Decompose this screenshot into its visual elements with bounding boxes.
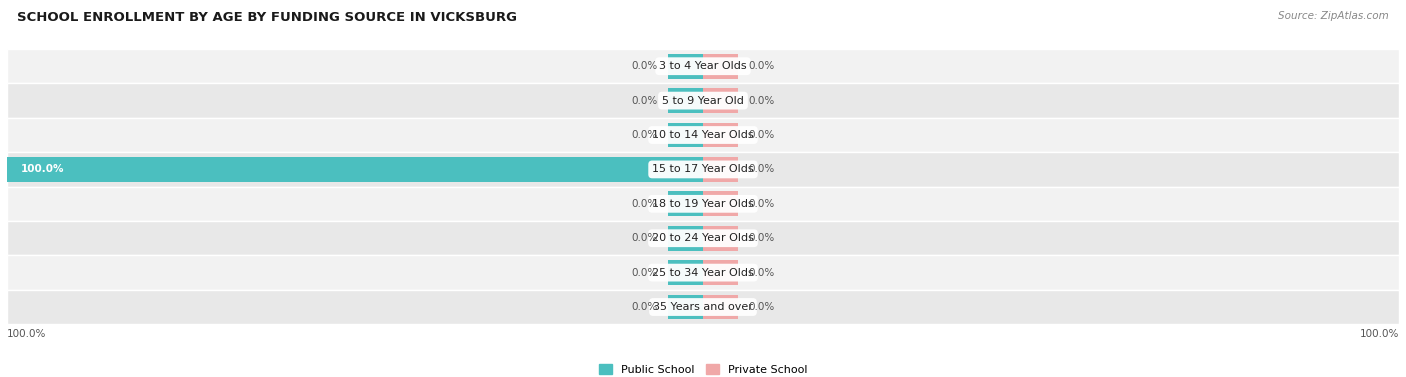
Text: Source: ZipAtlas.com: Source: ZipAtlas.com: [1278, 11, 1389, 21]
Bar: [668, 295, 703, 319]
Text: 0.0%: 0.0%: [631, 268, 658, 277]
Text: 5 to 9 Year Old: 5 to 9 Year Old: [662, 96, 744, 106]
Text: 100.0%: 100.0%: [1360, 329, 1399, 339]
Bar: [668, 88, 703, 113]
Bar: [7, 256, 1399, 290]
Legend: Public School, Private School: Public School, Private School: [595, 360, 811, 377]
Bar: [703, 123, 738, 147]
Bar: [703, 54, 738, 78]
Text: 0.0%: 0.0%: [748, 61, 775, 71]
Bar: [703, 157, 738, 182]
Bar: [668, 54, 703, 78]
Bar: [7, 49, 1399, 83]
Bar: [703, 88, 738, 113]
Bar: [7, 187, 1399, 221]
Text: 0.0%: 0.0%: [631, 199, 658, 209]
Bar: [7, 157, 703, 182]
Text: SCHOOL ENROLLMENT BY AGE BY FUNDING SOURCE IN VICKSBURG: SCHOOL ENROLLMENT BY AGE BY FUNDING SOUR…: [17, 11, 517, 24]
Text: 25 to 34 Year Olds: 25 to 34 Year Olds: [652, 268, 754, 277]
Text: 0.0%: 0.0%: [748, 302, 775, 312]
Text: 20 to 24 Year Olds: 20 to 24 Year Olds: [652, 233, 754, 243]
Text: 15 to 17 Year Olds: 15 to 17 Year Olds: [652, 164, 754, 175]
Text: 35 Years and over: 35 Years and over: [652, 302, 754, 312]
Bar: [703, 226, 738, 251]
Bar: [668, 260, 703, 285]
Bar: [7, 290, 1399, 324]
Text: 100.0%: 100.0%: [21, 164, 65, 175]
Text: 0.0%: 0.0%: [748, 164, 775, 175]
Text: 0.0%: 0.0%: [631, 302, 658, 312]
Bar: [7, 118, 1399, 152]
Bar: [668, 192, 703, 216]
Bar: [7, 221, 1399, 256]
Text: 0.0%: 0.0%: [631, 61, 658, 71]
Text: 0.0%: 0.0%: [631, 96, 658, 106]
Bar: [668, 123, 703, 147]
Bar: [7, 83, 1399, 118]
Text: 3 to 4 Year Olds: 3 to 4 Year Olds: [659, 61, 747, 71]
Bar: [703, 260, 738, 285]
Text: 0.0%: 0.0%: [748, 96, 775, 106]
Text: 100.0%: 100.0%: [7, 329, 46, 339]
Text: 0.0%: 0.0%: [748, 130, 775, 140]
Text: 0.0%: 0.0%: [748, 233, 775, 243]
Bar: [7, 152, 1399, 187]
Text: 0.0%: 0.0%: [631, 130, 658, 140]
Bar: [703, 295, 738, 319]
Text: 18 to 19 Year Olds: 18 to 19 Year Olds: [652, 199, 754, 209]
Bar: [703, 192, 738, 216]
Text: 0.0%: 0.0%: [748, 268, 775, 277]
Text: 10 to 14 Year Olds: 10 to 14 Year Olds: [652, 130, 754, 140]
Bar: [668, 226, 703, 251]
Text: 0.0%: 0.0%: [631, 233, 658, 243]
Text: 0.0%: 0.0%: [748, 199, 775, 209]
